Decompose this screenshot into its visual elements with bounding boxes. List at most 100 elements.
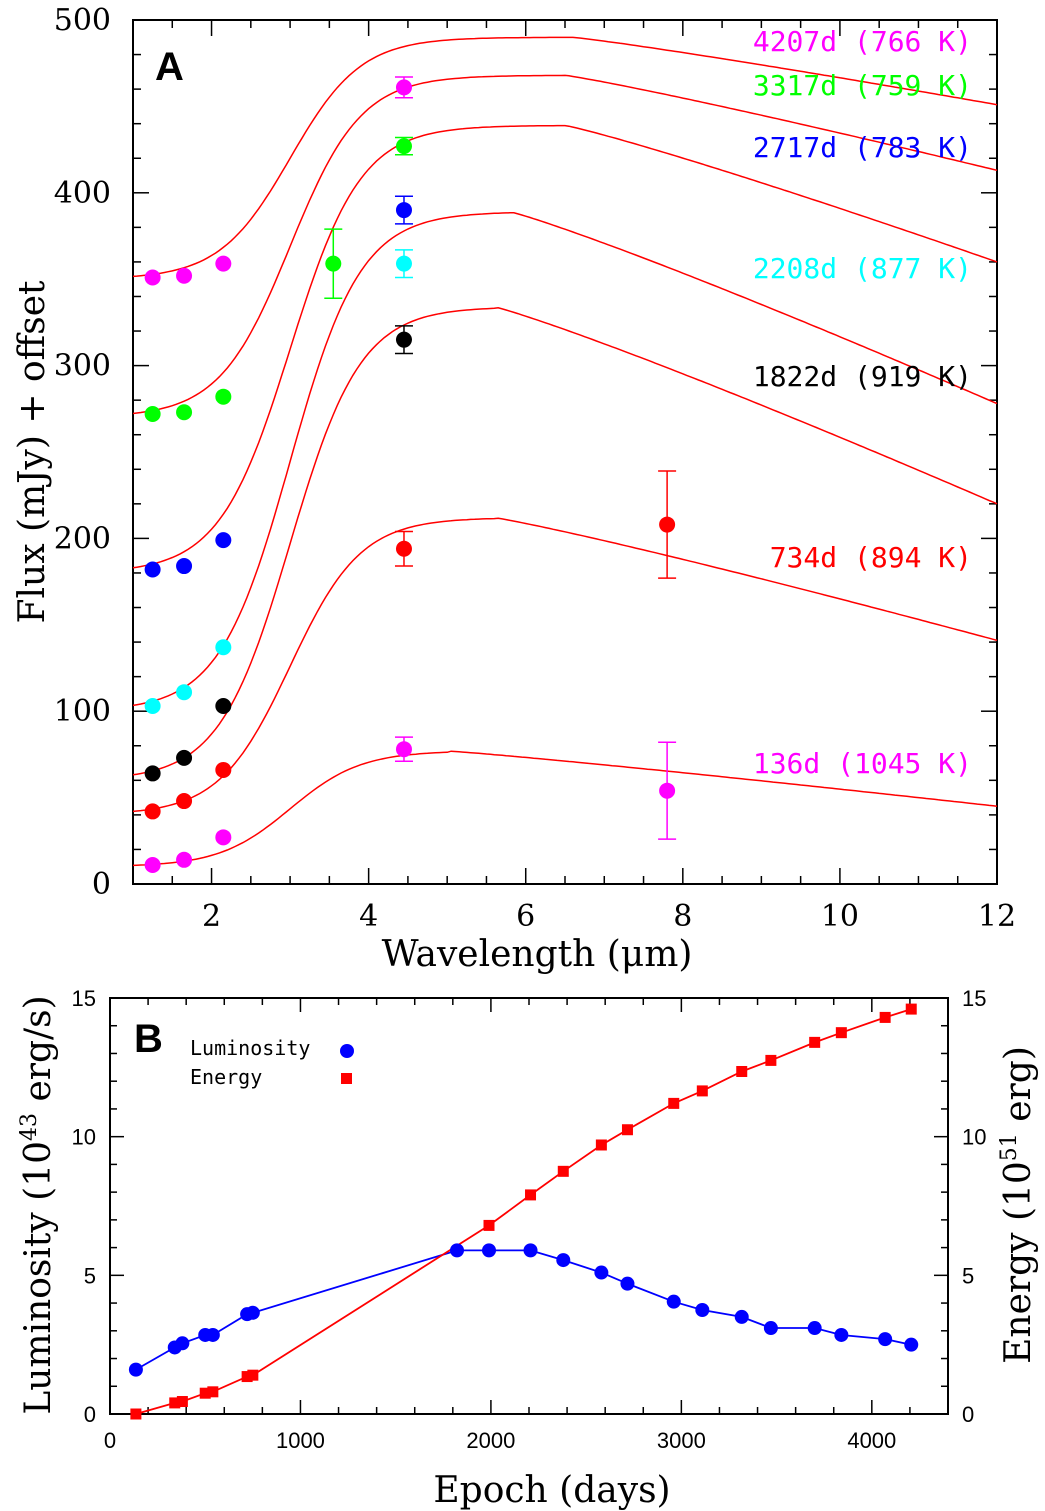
panel-a-x-tick-label: 10: [821, 899, 859, 934]
panel-a-y-tick-label: 500: [54, 3, 111, 38]
series-label: 734d (894 K): [770, 541, 972, 574]
luminosity-point: [205, 1327, 220, 1342]
energy-point: [207, 1386, 219, 1398]
panel-b-left-tick-label: 5: [84, 1263, 96, 1288]
luminosity-point: [523, 1243, 538, 1258]
panel-b-right-tick-label: 15: [962, 986, 986, 1011]
data-point: [395, 741, 412, 758]
energy-point: [736, 1065, 748, 1077]
panel-b-x-tick-label: 3000: [657, 1428, 706, 1453]
luminosity-point: [594, 1265, 609, 1280]
fit-curve: [132, 124, 998, 569]
panel-a-ticks: 2 4 6 8 10 12 0 100 200 300 400 500: [54, 3, 1016, 934]
panel-b-legend: Luminosity Energy: [190, 1036, 354, 1089]
energy-point: [595, 1139, 607, 1151]
energy-point: [247, 1369, 259, 1381]
data-point: [176, 793, 193, 810]
fit-curve: [132, 36, 998, 278]
luminosity-point: [556, 1253, 571, 1268]
panel-b-left-tick-label: 15: [72, 986, 96, 1011]
luminosity-point: [128, 1362, 143, 1377]
series-label: 136d (1045 K): [753, 747, 972, 780]
luminosity-point: [734, 1309, 749, 1324]
panel-b-left-tick-label: 10: [72, 1125, 96, 1150]
fit-curve: [132, 517, 998, 813]
fit-curve: [132, 74, 998, 415]
panel-b-right-tick-label: 5: [962, 1263, 974, 1288]
panel-a-label: A: [155, 45, 184, 89]
luminosity-point: [482, 1243, 497, 1258]
luminosity-point: [695, 1303, 710, 1317]
energy-point: [130, 1408, 142, 1420]
energy-point: [765, 1054, 777, 1066]
panel-a-x-axis-label: Wavelength (μm): [382, 934, 693, 975]
data-point: [144, 803, 161, 820]
data-point: [395, 540, 412, 557]
panel-b-left-tick-label: 0: [84, 1402, 96, 1427]
panel-b-x-axis-label: Epoch (days): [433, 1470, 670, 1511]
panel-b-right-tick-label: 10: [962, 1125, 986, 1150]
panel-b-left-axis-label: Luminosity (1043 erg/s): [17, 995, 59, 1414]
luminosity-point: [175, 1336, 190, 1351]
series-label: 4207d (766 K): [753, 25, 972, 58]
panel-a-y-tick-label: 300: [54, 349, 111, 384]
fit-curve: [132, 307, 998, 776]
panel-a-y-tick-label: 100: [54, 694, 111, 729]
data-point: [395, 79, 412, 96]
panel-b-right-tick-label: 0: [962, 1402, 974, 1427]
energy-point: [241, 1371, 253, 1383]
luminosity-point: [763, 1321, 778, 1336]
panel-a-x-tick-label: 8: [673, 899, 692, 934]
luminosity-point: [450, 1243, 465, 1258]
energy-point: [557, 1165, 569, 1177]
legend-energy-marker: [341, 1073, 352, 1084]
luminosity-point: [620, 1276, 635, 1291]
fit-curve: [132, 212, 998, 707]
energy-point: [905, 1003, 917, 1015]
panel-a-y-tick-label: 400: [54, 176, 111, 211]
panel-b-data-points: [128, 1003, 919, 1420]
panel-b-x-tick-label: 0: [104, 1428, 116, 1453]
energy-point: [483, 1219, 495, 1231]
series-label: 2208d (877 K): [753, 252, 972, 285]
luminosity-point: [807, 1321, 822, 1336]
panel-b-right-axis-label: Energy (1051 erg): [997, 1046, 1039, 1364]
data-point: [659, 782, 676, 799]
data-point: [144, 269, 161, 286]
energy-point: [199, 1387, 211, 1399]
data-point: [144, 561, 161, 578]
data-point: [215, 829, 232, 846]
panel-a-data-points: [144, 76, 677, 873]
data-point: [395, 202, 412, 219]
data-point: [215, 698, 232, 715]
data-point: [215, 255, 232, 272]
panel-b-x-tick-label: 2000: [466, 1428, 515, 1453]
data-point: [176, 851, 193, 868]
panel-a-x-tick-label: 2: [202, 899, 221, 934]
panel-a-x-tick-label: 6: [516, 899, 535, 934]
data-point: [144, 698, 161, 715]
panel-a-y-tick-label: 0: [92, 867, 111, 902]
data-point: [176, 749, 193, 766]
data-point: [176, 267, 193, 284]
energy-point: [176, 1396, 188, 1408]
legend-energy-label: Energy: [190, 1065, 262, 1089]
data-point: [325, 255, 342, 272]
panel-b-x-tick-label: 1000: [276, 1428, 325, 1453]
legend-luminosity-label: Luminosity: [190, 1036, 310, 1060]
energy-point: [525, 1189, 537, 1201]
data-point: [215, 532, 232, 549]
energy-point: [809, 1036, 821, 1048]
data-point: [215, 388, 232, 405]
data-point: [176, 558, 193, 575]
panel-a-y-axis-label: Flux (mJy) + offset: [12, 280, 53, 624]
energy-point: [835, 1027, 847, 1039]
series-label: 2717d (783 K): [753, 131, 972, 164]
data-point: [215, 761, 232, 778]
luminosity-point: [245, 1305, 260, 1320]
data-point: [395, 331, 412, 348]
data-point: [144, 405, 161, 422]
panel-a: 2 4 6 8 10 12 0 100 200 300 400 500 136d (1045 K) 73…: [12, 3, 1016, 975]
